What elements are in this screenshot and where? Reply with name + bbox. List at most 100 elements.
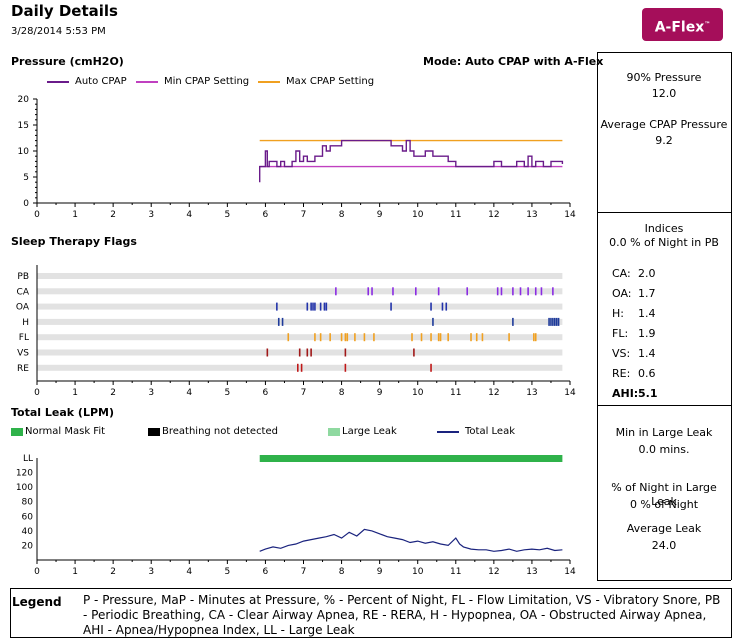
legend-normal-mask-label: Normal Mask Fit [25,426,106,437]
stats-divider-2 [597,405,731,406]
flag-row-band [37,318,563,325]
legend-auto-cpap-label: Auto CPAP [75,76,127,87]
leak-x-tick-label: 6 [263,567,269,577]
flag-row-band [37,303,563,310]
flags-x-tick-label: 7 [301,388,307,398]
index-row-fl: FL: 1.9 [612,327,656,340]
flag-row-label: CA [17,287,30,297]
flags-x-tick-label: 13 [526,388,537,398]
index-value: 1.9 [638,327,656,340]
leak-x-tick-label: 0 [34,567,40,577]
flags-x-tick-label: 5 [224,388,230,398]
leak-x-tick-label: 14 [564,567,576,577]
pb-percent: 0.0 % of Night in PB [609,236,719,249]
index-value: 0.6 [638,367,656,380]
flag-row-band [37,288,563,295]
flag-row-label: OA [16,303,30,313]
flags-x-tick-label: 4 [186,388,192,398]
legend-title: Legend [12,595,62,609]
normal-mask-fit-bar [259,455,563,462]
avg-leak-label: Average Leak [626,522,702,535]
index-value: 5.1 [638,387,658,400]
legend-min-cpap-swatch [136,80,158,83]
leak-y-tick-label: 80 [22,498,34,508]
pressure-y-tick-label: 0 [23,199,29,209]
leak-x-tick-label: 13 [526,567,537,577]
leak-x-tick-label: 4 [186,567,192,577]
pct-large-leak-value: 0 % of Night [629,498,699,511]
leak-x-tick-label: 1 [72,567,78,577]
flag-row-label: RE [17,364,29,374]
index-label: RE: [612,367,631,380]
avg-leak-value: 24.0 [651,539,677,552]
avg-pressure-value: 9.2 [655,134,673,147]
pressure-y-tick-label: 15 [18,121,29,131]
pressure-x-tick-label: 11 [450,210,461,220]
legend-max-cpap-swatch [258,80,280,83]
leak-y-tick-label: 120 [16,469,33,479]
flag-row-band [37,364,563,371]
legend-breathing-nd-label: Breathing not detected [162,426,278,437]
legend-normal-mask: Normal Mask Fit [11,426,105,437]
leak-y-tick-label: 20 [22,541,34,551]
index-value: 1.4 [638,347,656,360]
flag-row-label: PB [17,272,29,282]
index-label: CA: [612,267,631,280]
therapy-mode: Mode: Auto CPAP with A-Flex [423,55,604,68]
legend-auto-cpap-swatch [47,80,69,83]
stats-column [597,52,732,580]
index-label: OA: [612,287,632,300]
index-row-h: H: 1.4 [612,307,656,320]
legend-total-leak-swatch [437,430,459,433]
pressure-x-tick-label: 14 [564,210,576,220]
flags-x-tick-label: 12 [488,388,499,398]
brand-logo: A-Flex™ [642,8,723,41]
leak-x-tick-label: 5 [224,567,230,577]
large-leak-value: 0.0 mins. [638,443,690,456]
legend-large-leak: Large Leak [328,426,397,437]
pressure-x-tick-label: 3 [148,210,154,220]
leak-ll-label: LL [23,454,33,464]
pressure-x-tick-label: 9 [377,210,383,220]
index-value: 2.0 [638,267,656,280]
index-row-ahi: AHI:5.1 [612,387,658,400]
logo-text: A-Flex [654,19,705,36]
page-title: Daily Details [11,2,118,20]
flags-x-tick-label: 8 [339,388,345,398]
flags-x-tick-label: 9 [377,388,383,398]
leak-title: Total Leak (LPM) [11,406,114,419]
pressure-x-tick-label: 7 [301,210,307,220]
flags-x-tick-label: 1 [72,388,78,398]
legend-total-leak: Total Leak [437,426,515,437]
leak-x-tick-label: 10 [412,567,424,577]
leak-x-tick-label: 12 [488,567,499,577]
pressure-x-tick-label: 4 [186,210,192,220]
flags-title: Sleep Therapy Flags [11,235,137,248]
stats-divider-top [597,52,731,53]
index-row-ca: CA: 2.0 [612,267,656,280]
pressure-y-tick-label: 20 [18,95,30,105]
indices-label: Indices [644,222,684,235]
flag-row-label: FL [19,333,29,343]
total-leak-line [259,528,563,552]
pressure-x-tick-label: 1 [72,210,78,220]
stats-divider-1 [597,212,731,213]
leak-y-tick-label: 100 [16,483,33,493]
pressure-x-tick-label: 10 [412,210,424,220]
pressure-x-tick-label: 2 [110,210,116,220]
flags-x-tick-label: 11 [450,388,461,398]
legend-breathing-nd-swatch [148,427,160,436]
flags-x-tick-label: 6 [263,388,269,398]
flag-row-label: VS [17,349,29,359]
index-label: VS: [612,347,631,360]
index-label: FL: [612,327,629,340]
legend-box [10,588,732,638]
legend-text: P - Pressure, MaP - Minutes at Pressure,… [83,593,721,637]
leak-x-tick-label: 8 [339,567,345,577]
index-label: AHI: [612,387,639,400]
index-row-re: RE: 0.6 [612,367,656,380]
index-row-vs: VS: 1.4 [612,347,656,360]
index-row-oa: OA: 1.7 [612,287,656,300]
pressure-x-tick-label: 8 [339,210,345,220]
pressure-x-tick-label: 13 [526,210,537,220]
